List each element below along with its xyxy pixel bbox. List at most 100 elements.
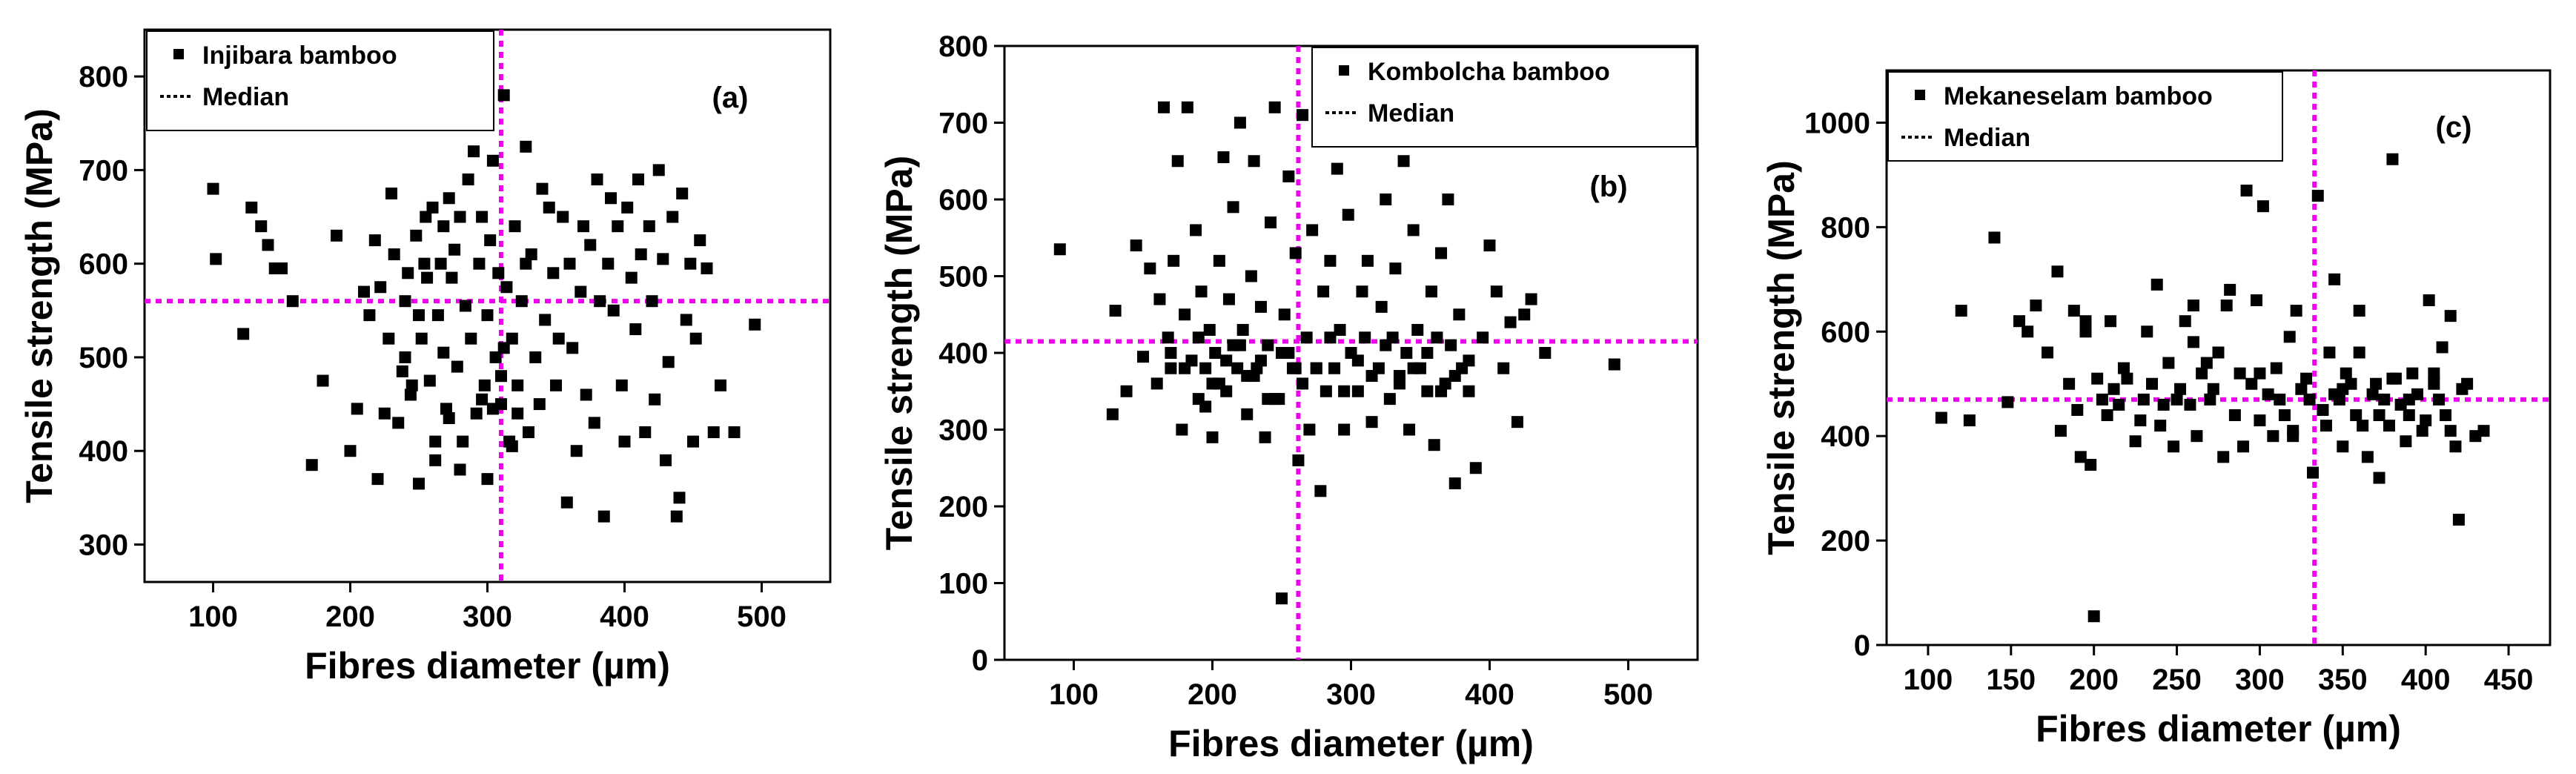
data-point <box>305 459 318 472</box>
data-point <box>1248 155 1260 168</box>
y-tick-label: 1000 <box>1804 107 1870 139</box>
data-point <box>1234 339 1246 351</box>
data-point <box>539 314 552 326</box>
data-point <box>2461 377 2474 390</box>
data-point <box>612 220 624 233</box>
data-point <box>1435 247 1448 259</box>
data-point <box>1407 362 1420 374</box>
data-point <box>451 360 463 373</box>
data-point <box>2283 331 2296 343</box>
data-point <box>440 403 452 415</box>
data-point <box>420 211 432 223</box>
data-point <box>374 281 387 294</box>
data-point <box>1053 243 1066 256</box>
data-point <box>520 140 532 153</box>
x-tick-label: 400 <box>600 601 649 633</box>
data-point <box>2423 294 2435 306</box>
data-point <box>1109 305 1122 317</box>
data-point <box>2328 273 2341 285</box>
data-point <box>2449 440 2462 453</box>
data-point <box>1317 285 1330 298</box>
data-point <box>2428 367 2440 380</box>
data-point <box>399 351 411 363</box>
data-point <box>481 473 494 486</box>
data-point <box>597 510 610 523</box>
data-point <box>2187 336 2199 348</box>
data-point <box>646 295 658 308</box>
data-point <box>543 201 555 214</box>
data-point <box>643 220 655 233</box>
data-point <box>1463 385 1475 397</box>
data-point <box>2224 283 2236 296</box>
data-point <box>1453 308 1466 321</box>
data-point <box>402 267 414 280</box>
legend-box <box>1887 71 2283 162</box>
data-point <box>602 257 615 270</box>
y-tick-label: 100 <box>938 568 988 601</box>
data-point <box>575 285 587 298</box>
data-point <box>1435 385 1448 397</box>
legend-median-label: Median <box>1944 124 2030 152</box>
data-point <box>418 257 431 270</box>
data-point <box>245 201 258 214</box>
data-point <box>1324 331 1337 344</box>
data-point <box>1448 370 1461 383</box>
data-point <box>2105 315 2117 328</box>
data-point <box>1179 308 1191 321</box>
data-point <box>701 262 713 274</box>
data-point <box>2257 200 2269 213</box>
data-point <box>676 187 689 199</box>
data-point <box>607 304 620 317</box>
data-point <box>1297 377 1309 390</box>
data-point <box>1278 308 1291 321</box>
data-point <box>1209 347 1222 359</box>
data-point <box>1351 385 1364 397</box>
data-point <box>2141 325 2153 338</box>
legend-marker-square <box>1915 90 1925 100</box>
data-point <box>649 393 661 406</box>
data-point <box>2440 409 2452 421</box>
data-point <box>462 173 474 186</box>
data-point <box>2184 398 2196 411</box>
data-point <box>2228 409 2241 421</box>
data-point <box>1511 416 1523 429</box>
data-point <box>2096 393 2108 406</box>
data-point <box>1297 109 1309 122</box>
data-point <box>2300 372 2313 385</box>
data-point <box>2191 430 2203 443</box>
data-point <box>1497 362 1510 374</box>
data-point <box>1955 305 1967 317</box>
data-point <box>2350 409 2363 421</box>
data-point <box>1361 254 1374 267</box>
data-point <box>594 295 606 308</box>
data-point <box>728 426 741 438</box>
data-point <box>2274 393 2286 406</box>
data-point <box>749 318 761 331</box>
data-point <box>2452 513 2465 526</box>
x-axis-title: Fibres diameter (µm) <box>2036 708 2401 750</box>
data-point <box>1234 116 1246 129</box>
y-tick-label: 400 <box>1821 420 1870 453</box>
data-point <box>2366 388 2379 400</box>
x-tick-label: 400 <box>1465 678 1514 711</box>
data-point <box>437 346 450 359</box>
data-point <box>2091 372 2104 385</box>
data-point <box>2406 367 2419 380</box>
data-point <box>2079 315 2092 328</box>
data-point <box>331 229 342 242</box>
data-point <box>707 426 720 438</box>
data-point <box>489 351 502 363</box>
data-point <box>1176 423 1188 436</box>
data-point <box>1130 239 1142 252</box>
data-point <box>2254 414 2266 427</box>
x-tick-label: 400 <box>2401 664 2451 696</box>
y-tick-label: 800 <box>938 30 988 63</box>
data-point <box>2187 300 2199 312</box>
data-point <box>2071 403 2084 416</box>
legend-median-label: Median <box>202 83 289 111</box>
data-point <box>2134 414 2147 427</box>
data-point <box>2290 305 2302 317</box>
data-point <box>1181 101 1193 113</box>
data-point <box>2287 425 2299 437</box>
